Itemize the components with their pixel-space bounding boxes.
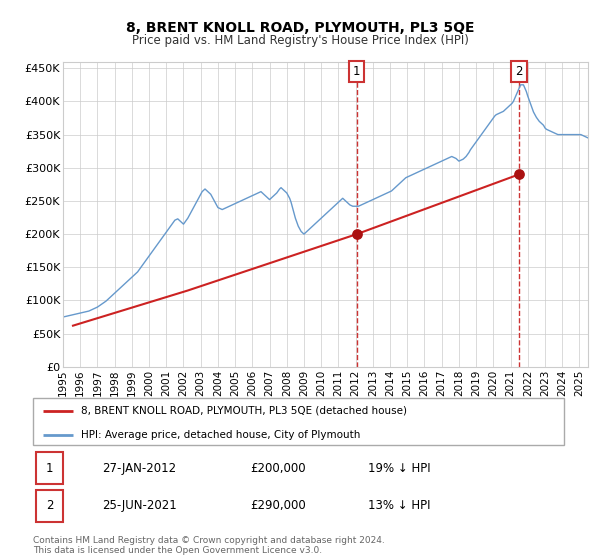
Text: 8, BRENT KNOLL ROAD, PLYMOUTH, PL3 5QE: 8, BRENT KNOLL ROAD, PLYMOUTH, PL3 5QE: [126, 21, 474, 35]
Text: £290,000: £290,000: [251, 499, 307, 512]
Text: Price paid vs. HM Land Registry's House Price Index (HPI): Price paid vs. HM Land Registry's House …: [131, 34, 469, 46]
Text: 27-JAN-2012: 27-JAN-2012: [102, 461, 176, 475]
Text: 19% ↓ HPI: 19% ↓ HPI: [368, 461, 430, 475]
Text: Contains HM Land Registry data © Crown copyright and database right 2024.: Contains HM Land Registry data © Crown c…: [33, 536, 385, 545]
Text: 25-JUN-2021: 25-JUN-2021: [102, 499, 177, 512]
FancyBboxPatch shape: [35, 489, 63, 522]
Text: 2: 2: [46, 499, 53, 512]
FancyBboxPatch shape: [33, 398, 564, 445]
Text: 2: 2: [515, 65, 523, 78]
Text: This data is licensed under the Open Government Licence v3.0.: This data is licensed under the Open Gov…: [33, 547, 322, 556]
FancyBboxPatch shape: [35, 452, 63, 484]
Text: £200,000: £200,000: [251, 461, 307, 475]
Text: 1: 1: [353, 65, 361, 78]
Point: [514, 170, 524, 179]
Text: HPI: Average price, detached house, City of Plymouth: HPI: Average price, detached house, City…: [81, 430, 360, 440]
Point: [352, 230, 362, 239]
Text: 1: 1: [46, 461, 53, 475]
Text: 13% ↓ HPI: 13% ↓ HPI: [368, 499, 430, 512]
Text: 8, BRENT KNOLL ROAD, PLYMOUTH, PL3 5QE (detached house): 8, BRENT KNOLL ROAD, PLYMOUTH, PL3 5QE (…: [81, 406, 407, 416]
